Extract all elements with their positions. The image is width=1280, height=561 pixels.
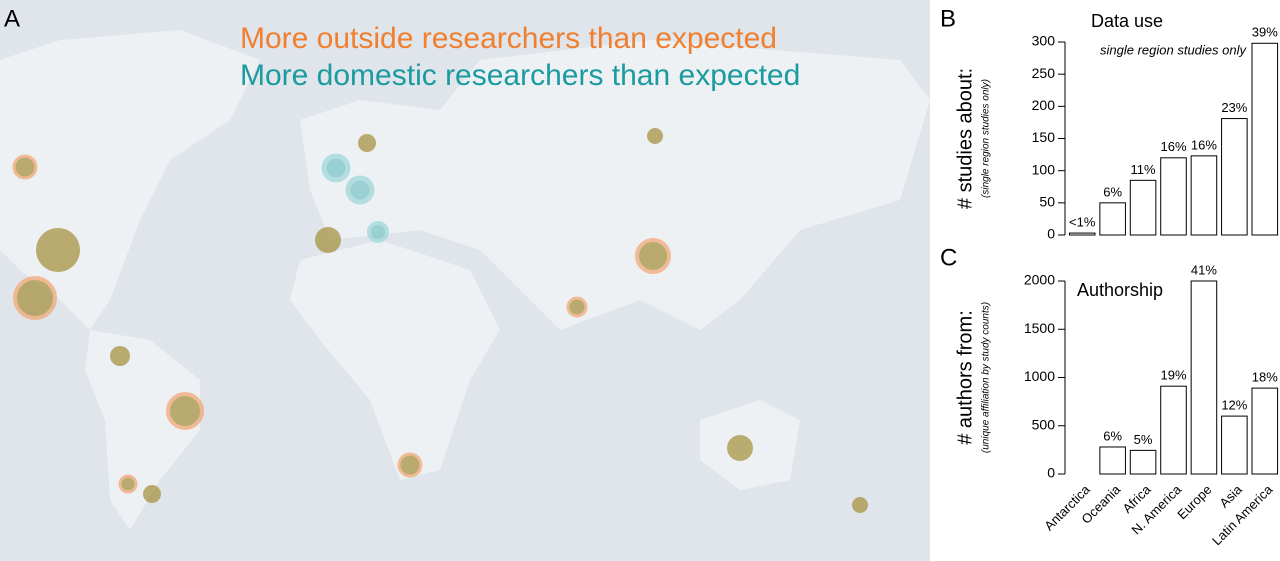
bar	[1251, 42, 1279, 236]
y-axis-label: # studies about:	[954, 68, 976, 209]
land	[85, 330, 200, 530]
bar	[1099, 446, 1126, 475]
y-tick-label: 2000	[1024, 272, 1055, 288]
bar	[1129, 179, 1157, 236]
share-label: 41%	[1191, 262, 1217, 277]
legend-entry: More outside researchers than expected	[240, 22, 777, 55]
share-label: <1%	[1069, 215, 1096, 230]
share-label: 16%	[1191, 137, 1217, 152]
share-label: 6%	[1103, 428, 1122, 443]
share-label: 18%	[1252, 370, 1278, 385]
x-tick-label: Europe	[1174, 482, 1214, 522]
y-axis-note: (unique affiliation by study counts)	[981, 302, 992, 453]
y-tick-label: 200	[1032, 97, 1056, 113]
chart-title: Data use	[1091, 11, 1163, 31]
share-label: 23%	[1221, 100, 1247, 115]
share-label: 6%	[1103, 184, 1122, 199]
chart-subtitle: single region studies only	[1100, 42, 1247, 57]
panel-label: A	[4, 5, 20, 32]
share-label: 11%	[1131, 162, 1156, 177]
y-tick-label: 250	[1032, 65, 1056, 81]
share-label: 12%	[1221, 398, 1247, 413]
share-label: 39%	[1252, 25, 1278, 40]
share-label: 19%	[1160, 368, 1186, 383]
y-tick-label: 100	[1032, 161, 1056, 177]
map-markers	[12, 128, 868, 513]
share-label: 5%	[1134, 432, 1153, 447]
bar	[1160, 157, 1187, 236]
panel-label: C	[940, 244, 957, 271]
y-tick-label: 1000	[1024, 368, 1055, 384]
legend-entry: More domestic researchers than expected	[240, 59, 800, 92]
bar	[1068, 232, 1096, 236]
x-tick-label: Antarctica	[1041, 481, 1093, 533]
bar	[1221, 415, 1248, 475]
share-label: 16%	[1160, 139, 1186, 154]
bar	[1190, 280, 1218, 475]
y-tick-label: 500	[1032, 416, 1056, 432]
y-tick-label: 0	[1047, 226, 1055, 242]
panel-label: B	[940, 5, 956, 32]
y-tick-label: 300	[1032, 33, 1056, 49]
land	[300, 40, 930, 330]
y-tick-label: 150	[1032, 129, 1056, 145]
bar	[1160, 385, 1187, 475]
y-axis-label: # authors from:	[954, 310, 976, 445]
bar	[1129, 449, 1157, 475]
y-tick-label: 0	[1047, 465, 1055, 481]
land	[290, 240, 500, 480]
bar	[1099, 202, 1126, 236]
y-axis-note: (single region studies only)	[981, 79, 992, 198]
bar	[1221, 118, 1248, 236]
chart-title: Authorship	[1077, 280, 1163, 300]
map: A More outside researchers than expected…	[0, 0, 930, 561]
y-tick-label: 1500	[1024, 320, 1055, 336]
bar	[1190, 155, 1218, 236]
bar	[1251, 387, 1279, 475]
charts: 0 50 100 150 200 250 300 # studies about: (singl…	[940, 5, 1278, 548]
y-tick-label: 50	[1039, 194, 1055, 210]
